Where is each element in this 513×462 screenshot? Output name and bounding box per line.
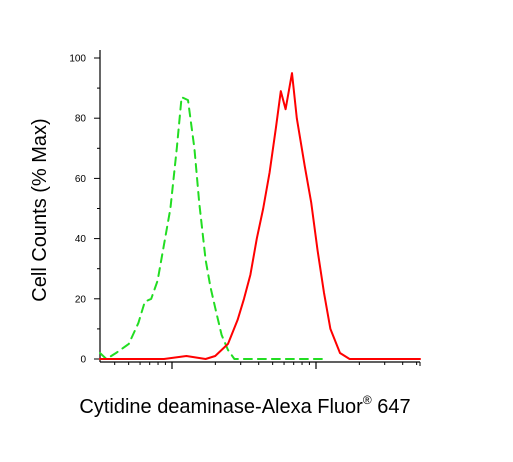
y-axis-label: Cell Counts (% Max) <box>29 118 51 301</box>
x-axis-label: Cytidine deaminase-Alexa Fluor® 647 <box>79 393 410 418</box>
sample-histogram-line <box>99 72 421 360</box>
series-group <box>99 72 421 360</box>
y-tick-label: 80 <box>75 114 87 125</box>
x-axis-label-superscript: ® <box>363 393 372 407</box>
y-tick-label: 40 <box>75 234 87 245</box>
control-histogram-line <box>99 96 325 360</box>
y-tick-label: 20 <box>75 294 87 305</box>
x-axis <box>100 361 421 369</box>
y-tick-label: 0 <box>80 355 86 366</box>
x-axis-label-main: Cytidine deaminase-Alexa Fluor <box>79 396 363 418</box>
x-axis-label-suffix: 647 <box>372 396 411 418</box>
y-axis: 0 20 40 60 80 100 <box>69 50 101 366</box>
y-tick-label: 100 <box>69 54 86 65</box>
y-tick-label: 60 <box>75 174 87 185</box>
